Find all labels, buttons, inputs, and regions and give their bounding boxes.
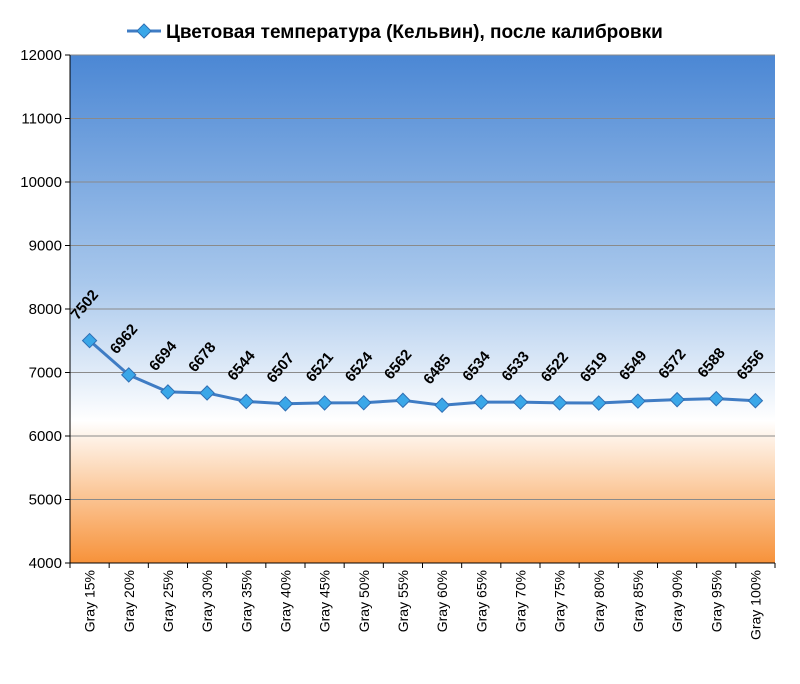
data-point [81,332,98,349]
x-tick-label: Gray 45% [317,570,333,632]
series [81,332,764,413]
data-point [669,391,685,408]
data-point [590,395,607,411]
x-tick-label: Gray 70% [512,570,528,632]
x-tick-label: Gray 15% [82,570,98,632]
legend: Цветовая температура (Кельвин), после ка… [127,22,663,43]
data-point [238,393,255,410]
x-tick-label: Gray 30% [199,570,215,632]
data-point [473,394,490,410]
data-point [120,367,137,383]
x-tick-label: Gray 50% [356,570,372,632]
x-tick-label: Gray 95% [708,570,724,632]
y-tick-label: 8000 [29,301,62,318]
legend-marker [136,23,152,39]
legend-label: Цветовая температура (Кельвин), после ка… [166,22,663,43]
data-point [277,396,294,412]
x-tick-label: Gray 100% [747,570,763,640]
y-axis: 4000 5000 6000 7000 8000 9000 10000 11000 12000 [20,47,70,572]
x-tick-label: Gray 60% [434,570,450,632]
y-tick-label: 6000 [29,428,62,445]
y-tick-label: 7000 [29,365,62,382]
y-tick-label: 12000 [20,47,62,64]
x-tick-label: Gray 85% [630,570,646,632]
x-tick-label: Gray 75% [552,570,568,632]
data-point [512,394,529,410]
x-tick-label: Gray 25% [160,570,176,632]
data-point [355,394,372,411]
data-point [395,392,411,409]
data-point [708,390,725,407]
y-tick-label: 9000 [29,238,62,255]
x-tick-label: Gray 20% [121,570,137,632]
x-tick-label: Gray 80% [591,570,607,632]
y-tick-label: 11000 [21,111,62,128]
data-point [199,385,215,401]
y-tick-label: 5000 [29,492,62,509]
x-tick-label: Gray 90% [669,570,685,632]
y-tick-label: 4000 [29,555,62,572]
x-axis: Gray 15% Gray 20% Gray 25% Gray 30% Gray 35%… [69,55,776,640]
data-point [630,393,646,409]
data-point [551,395,568,411]
data-point [316,395,333,411]
x-tick-label: Gray 55% [395,570,411,632]
data-point [747,392,764,409]
x-tick-label: Gray 65% [473,570,489,632]
data-point [434,397,450,413]
data-point [160,384,176,400]
x-tick-label: Gray 35% [238,570,254,632]
y-tick-label: 10000 [20,174,62,191]
x-tick-label: Gray 40% [277,570,293,632]
